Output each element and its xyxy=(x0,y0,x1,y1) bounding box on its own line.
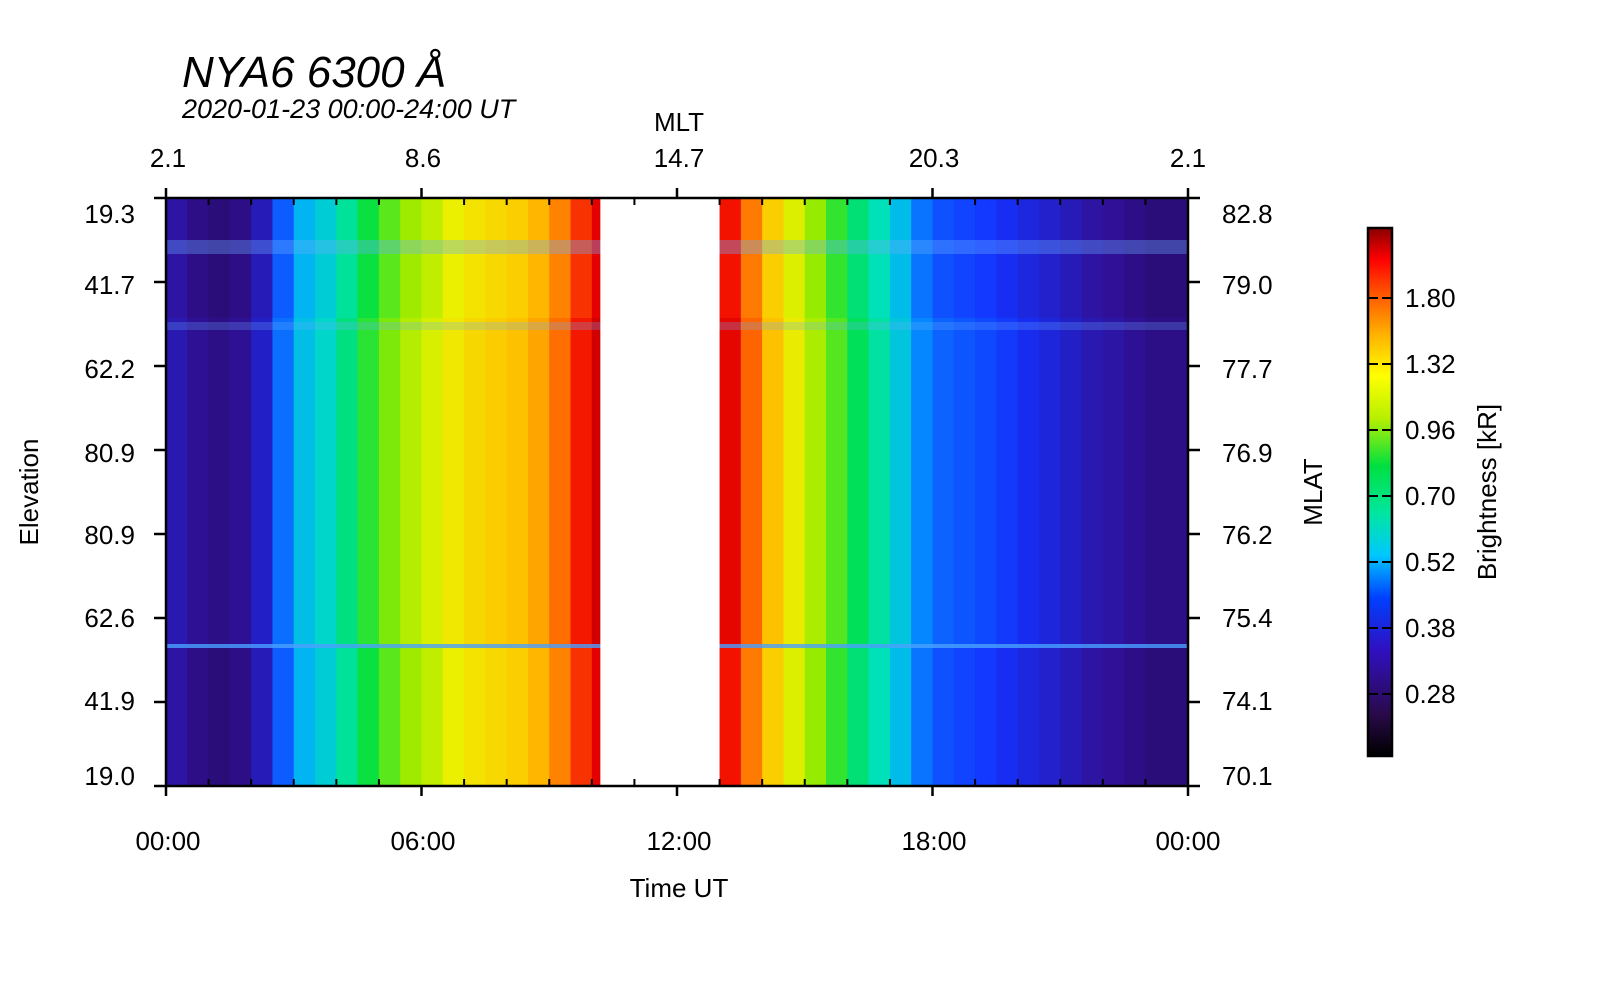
y-right-tick-label-1: 79.0 xyxy=(1222,270,1273,300)
heatmap-column-core xyxy=(1166,318,1188,648)
x-tick-label-0: 00:00 xyxy=(135,826,200,856)
colorbar-tick-label-3: 0.70 xyxy=(1405,481,1456,511)
heatmap-column-core xyxy=(357,318,380,648)
heatmap-column-core xyxy=(272,318,295,648)
y-tick-label-0: 19.3 xyxy=(84,199,135,229)
heatmap-column-core xyxy=(421,318,444,648)
heatmap-column-core xyxy=(975,318,997,648)
heatmap-column-core xyxy=(740,318,763,648)
heatmap-column-core xyxy=(762,318,785,648)
heatmap-column-core xyxy=(464,318,486,648)
y-right-tick-label-4: 76.2 xyxy=(1222,520,1273,550)
heatmap-column-core xyxy=(1081,318,1104,648)
colorbar-tick-label-0: 0.28 xyxy=(1405,679,1456,709)
heatmap-column-core xyxy=(1017,318,1040,648)
y-tick-label-3: 80.9 xyxy=(84,438,135,468)
x-tick-label-4: 00:00 xyxy=(1155,826,1220,856)
heatmap-column-core xyxy=(549,318,572,648)
x-top-tick-label-3: 20.3 xyxy=(909,143,960,173)
x-top-axis-label: MLT xyxy=(654,107,704,137)
colorbar-tick-label-5: 1.32 xyxy=(1405,349,1456,379)
x-top-tick-label-0: 2.1 xyxy=(150,143,186,173)
heatmap-column-core xyxy=(953,318,976,648)
y-axis-ticks xyxy=(154,196,1200,788)
heatmap-column-core xyxy=(187,318,210,648)
colorbar-tick-label-4: 0.96 xyxy=(1405,415,1456,445)
y-right-tick-label-5: 75.4 xyxy=(1222,603,1273,633)
y-right-tick-label-6: 74.1 xyxy=(1222,686,1273,716)
heatmap-column-core xyxy=(506,318,529,648)
y-right-tick-label-2: 77.7 xyxy=(1222,354,1273,384)
heatmap-column-core xyxy=(336,318,359,648)
heatmap-column-core xyxy=(166,318,188,648)
colorbar-tick-label-6: 1.80 xyxy=(1405,283,1456,313)
heatmap-column-core xyxy=(1102,318,1125,648)
x-tick-label-1: 06:00 xyxy=(390,826,455,856)
x-top-tick-label-4: 2.1 xyxy=(1170,143,1206,173)
heatmap-column-core xyxy=(911,318,934,648)
heatmap-column-core xyxy=(251,318,274,648)
colorbar xyxy=(1366,226,1394,758)
heatmap-column-core xyxy=(1060,318,1083,648)
heatmap-column-core xyxy=(527,318,550,648)
data-gap xyxy=(600,198,720,786)
x-tick-label-3: 18:00 xyxy=(901,826,966,856)
colorbar-tick-label-1: 0.38 xyxy=(1405,613,1456,643)
y-tick-label-2: 62.2 xyxy=(84,354,135,384)
heatmap-column-core xyxy=(996,318,1019,648)
heatmap-column-core xyxy=(783,318,806,648)
heatmap-columns xyxy=(166,198,1188,786)
heatmap-column-core xyxy=(804,318,827,648)
y-tick-label-1: 41.7 xyxy=(84,270,135,300)
y-right-tick-label-7: 70.1 xyxy=(1222,761,1273,791)
heatmap-column-core xyxy=(1145,318,1168,648)
heatmap-column-core xyxy=(826,318,848,648)
chart-title: NYA6 6300 Å xyxy=(182,48,446,97)
heatmap xyxy=(166,198,1188,786)
heatmap-column-core xyxy=(378,318,401,648)
heatmap-column-core xyxy=(229,318,252,648)
heatmap-column-core xyxy=(889,318,912,648)
y-right-tick-label-3: 76.9 xyxy=(1222,438,1273,468)
y-tick-label-7: 19.0 xyxy=(84,761,135,791)
heatmap-column-core xyxy=(570,318,593,648)
y-right-tick-label-0: 82.8 xyxy=(1222,199,1273,229)
heatmap-column-core xyxy=(208,318,231,648)
y-tick-label-4: 80.9 xyxy=(84,520,135,550)
heatmap-column-core xyxy=(868,318,891,648)
heatmap-column-core xyxy=(847,318,870,648)
heatmap-column-core xyxy=(293,318,316,648)
colorbar-label: Brightness [kR] xyxy=(1472,404,1502,580)
heatmap-column-core xyxy=(442,318,465,648)
colorbar-tick-label-2: 0.52 xyxy=(1405,547,1456,577)
y-right-axis-label: MLAT xyxy=(1298,458,1328,526)
colorbar-ticks xyxy=(1368,297,1392,695)
heatmap-column-core xyxy=(591,318,601,648)
x-tick-label-2: 12:00 xyxy=(646,826,711,856)
heatmap-column-core xyxy=(932,318,955,648)
x-axis-label: Time UT xyxy=(630,873,729,903)
heatmap-column-core xyxy=(1124,318,1147,648)
y-tick-label-5: 62.6 xyxy=(84,603,135,633)
heatmap-column-core xyxy=(315,318,337,648)
y-tick-label-6: 41.9 xyxy=(84,686,135,716)
chart-subtitle: 2020-01-23 00:00-24:00 UT xyxy=(181,94,518,124)
x-axis-minor-ticks xyxy=(207,198,1147,786)
y-axis-label: Elevation xyxy=(14,439,44,546)
heatmap-column-core xyxy=(719,318,742,648)
heatmap-column-core xyxy=(400,318,423,648)
heatmap-column-core xyxy=(485,318,508,648)
x-top-tick-label-2: 14.7 xyxy=(654,143,705,173)
heatmap-column-core xyxy=(1038,318,1061,648)
x-top-tick-label-1: 8.6 xyxy=(405,143,441,173)
x-axis-ticks xyxy=(164,188,1190,796)
